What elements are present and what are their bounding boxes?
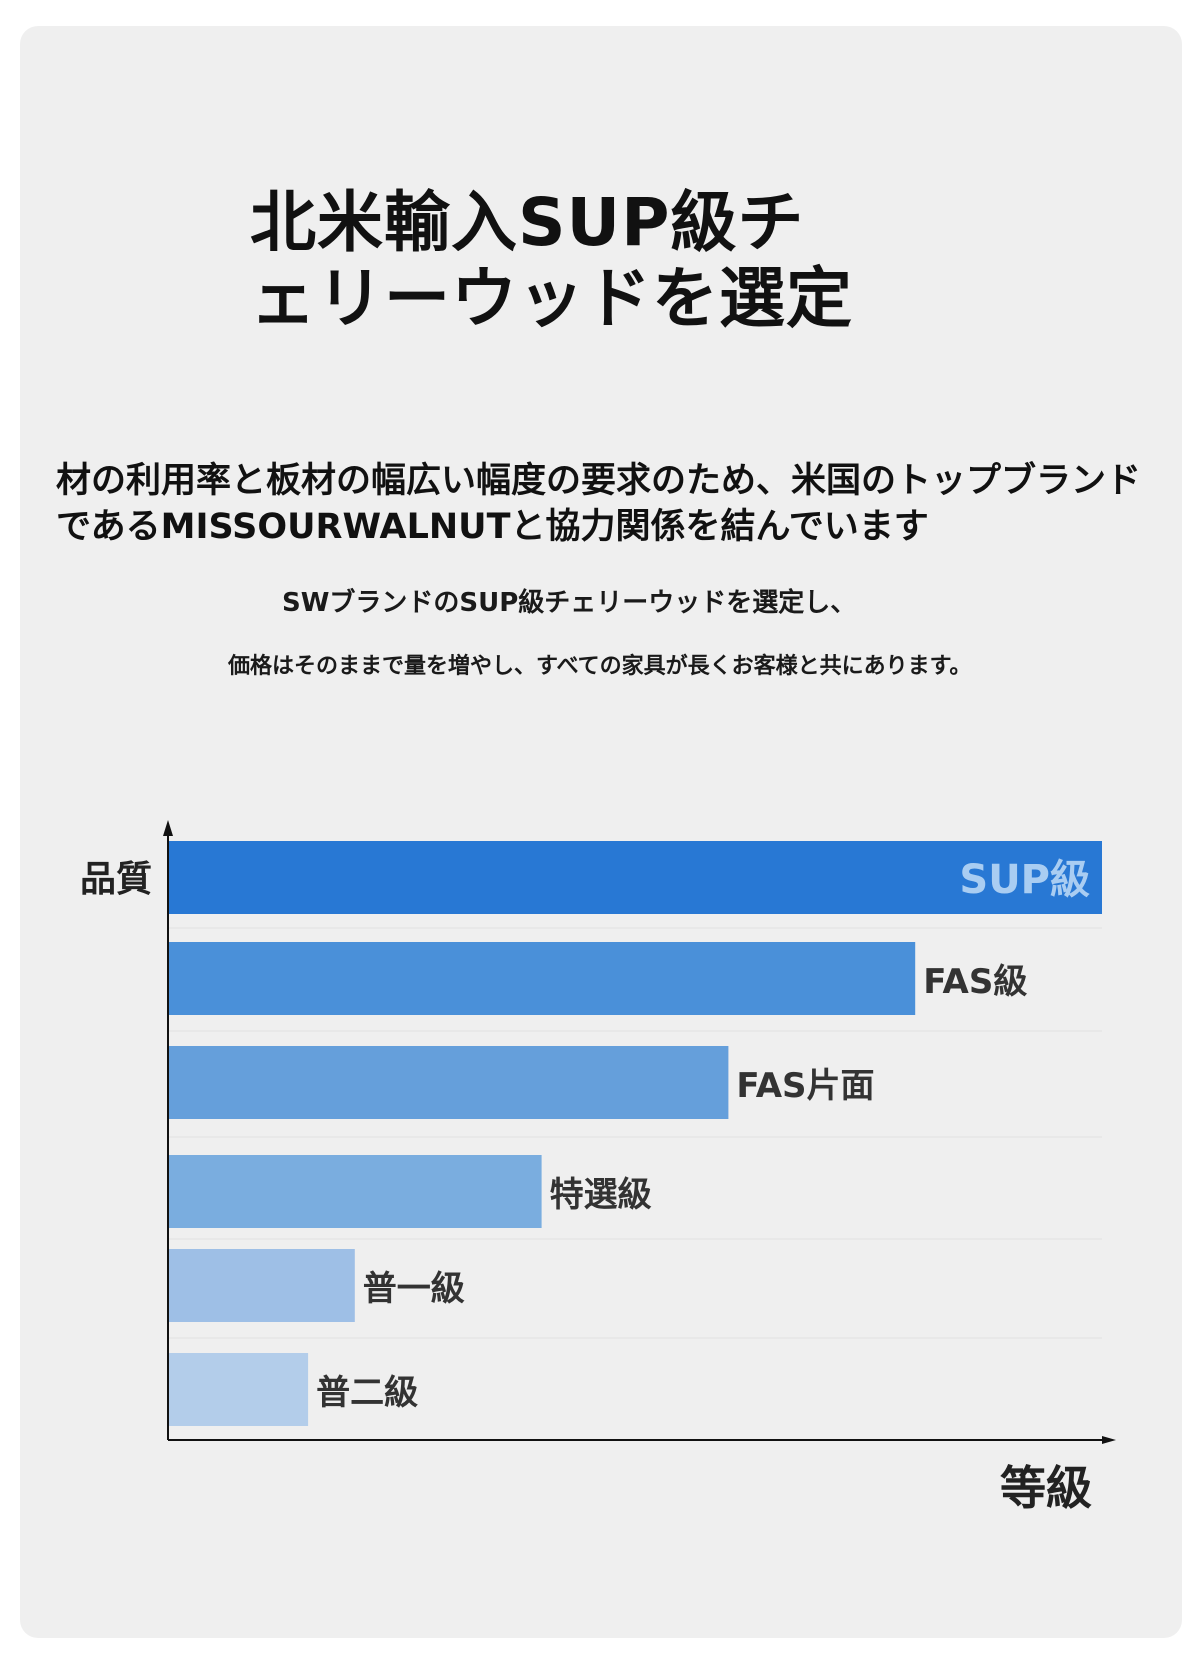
subtext-line-1: SWブランドのSUP級チェリーウッドを選定し、 [282, 588, 857, 618]
bar-1 [168, 841, 1102, 914]
x-axis-arrow-icon [1102, 1436, 1116, 1444]
page-title: 北米輸入SUP級チ ェリーウッドを選定 [250, 185, 930, 337]
bar-5 [168, 1249, 355, 1322]
x-axis-label: 等級 [1000, 1461, 1092, 1515]
title-line-1: 北米輸入SUP級チ [250, 184, 805, 261]
bar-4 [168, 1155, 542, 1228]
bar-label-5: 普一級 [363, 1269, 465, 1309]
bar-label-4: 特選級 [550, 1175, 652, 1215]
bar-3 [168, 1046, 729, 1119]
y-axis-arrow-icon [163, 820, 173, 836]
lead-paragraph: 材の利用率と板材の幅広い幅度の要求のため、米国のトップブランドであるMISSOU… [56, 461, 1142, 547]
y-axis-label: 品質 [80, 859, 153, 900]
bar-label-2: FAS級 [923, 962, 1027, 1002]
bar-6 [168, 1353, 309, 1426]
bar-label-3: FAS片面 [736, 1066, 874, 1106]
title-line-2: ェリーウッドを選定 [250, 260, 853, 337]
subtext-line-2: 価格はそのままで量を増やし、すべての家具が長くお客様と共にあります。 [228, 654, 972, 679]
bar-2 [168, 942, 916, 1015]
bar-label-1: SUP級 [959, 857, 1090, 903]
axis-group [163, 820, 1116, 1444]
bar-label-6: 普二級 [316, 1373, 418, 1413]
